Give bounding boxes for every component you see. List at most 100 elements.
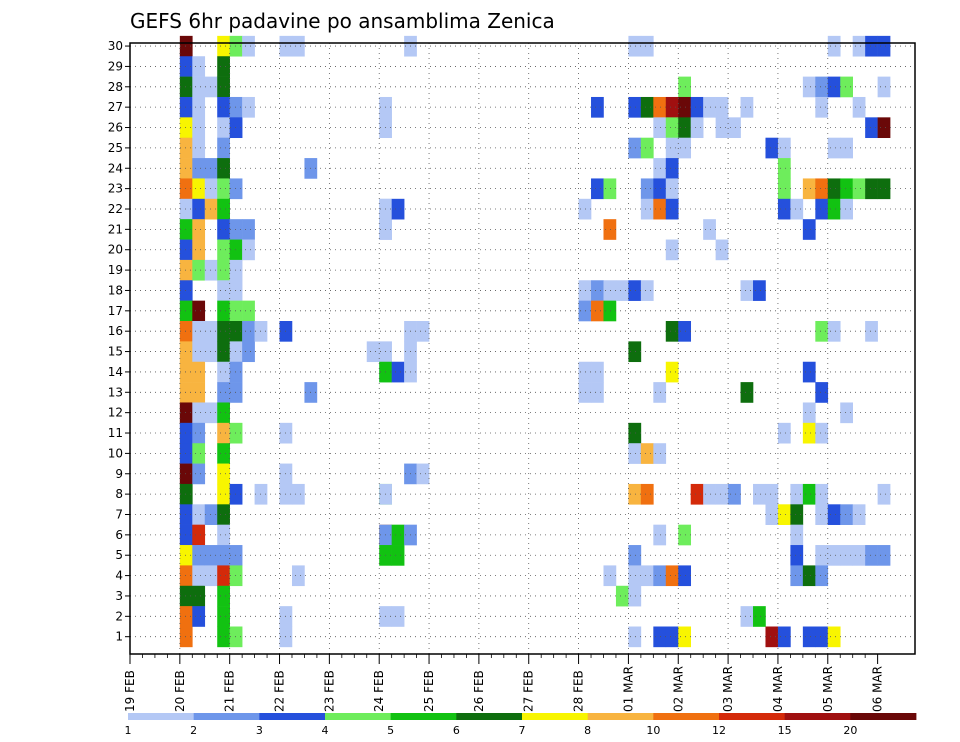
heatmap-cell: [192, 443, 206, 464]
heatmap-cell: [715, 117, 729, 139]
heatmap-cell: [192, 565, 206, 587]
heatmap-cell: [815, 483, 829, 505]
x-tick-label: 20 FEB: [173, 670, 187, 712]
heatmap-cell: [229, 35, 243, 57]
heatmap-cell: [204, 504, 218, 525]
heatmap-cell: [827, 504, 841, 525]
heatmap-cell: [640, 198, 654, 220]
heatmap-cell: [840, 402, 853, 424]
colorbar-swatch: [325, 713, 392, 720]
colorbar: 1 2 3 4 5 6 7 8 10 12 15 20: [125, 713, 917, 737]
heatmap-cell: [204, 565, 218, 587]
heatmap-cell: [728, 117, 741, 139]
heatmap-cell: [229, 565, 243, 587]
heatmap-cell: [640, 178, 654, 200]
heatmap-cell: [603, 178, 617, 200]
heatmap-cell: [242, 300, 255, 322]
heatmap-cell: [840, 504, 853, 525]
heatmap-cell: [229, 382, 243, 403]
heatmap-cell: [665, 158, 679, 179]
heatmap-cell: [229, 422, 243, 444]
heatmap-cell: [192, 341, 206, 363]
heatmap-cell: [852, 96, 866, 118]
heatmap-cell: [192, 219, 206, 240]
heatmap-cell: [777, 626, 791, 648]
colorbar-label: 8: [584, 724, 591, 737]
heatmap-cell: [703, 219, 716, 240]
heatmap-cell: [192, 76, 206, 98]
heatmap-cell: [678, 524, 692, 546]
heatmap-cell: [815, 545, 829, 566]
heatmap-cell: [865, 178, 878, 200]
heatmap-cell: [591, 178, 604, 200]
heatmap-cell: [179, 545, 193, 566]
heatmap-cell: [204, 402, 218, 424]
x-tick-label: 04 MAR: [771, 666, 785, 712]
heatmap-cell: [179, 239, 193, 261]
heatmap-cell: [192, 321, 206, 342]
heatmap-cell: [229, 96, 243, 118]
heatmap-cell: [391, 545, 405, 566]
heatmap-cell: [179, 280, 193, 301]
heatmap-cell: [678, 76, 692, 98]
heatmap-cell: [790, 504, 804, 525]
heatmap-cell: [217, 463, 230, 485]
heatmap-cell: [217, 259, 230, 281]
heatmap-cell: [217, 219, 230, 240]
heatmap-cell: [229, 483, 243, 505]
heatmap-cell: [416, 463, 430, 485]
heatmap-cell: [217, 280, 230, 301]
heatmap-cell: [192, 259, 206, 281]
heatmap-cell: [740, 382, 754, 403]
y-tick-label: 3: [115, 589, 123, 603]
heatmap-cell: [653, 443, 667, 464]
heatmap-cell: [765, 504, 779, 525]
heatmap-cell: [827, 626, 841, 648]
heatmap-cell: [204, 76, 218, 98]
heatmap-cell: [204, 545, 218, 566]
heatmap-cell: [802, 76, 816, 98]
heatmap-cell: [179, 443, 193, 464]
heatmap-cell: [179, 402, 193, 424]
heatmap-cell: [242, 239, 255, 261]
y-tick-label: 14: [108, 365, 123, 379]
heatmap-cell: [192, 422, 206, 444]
heatmap-cell: [802, 565, 816, 587]
heatmap-cell: [665, 626, 679, 648]
heatmap-cell: [715, 483, 729, 505]
x-tick-label: 27 FEB: [522, 670, 536, 712]
heatmap-cell: [802, 178, 816, 200]
y-tick-label: 16: [108, 324, 123, 338]
heatmap-cell: [640, 35, 654, 57]
heatmap-cell: [229, 341, 243, 363]
heatmap-cell: [615, 585, 629, 607]
heatmap-cell: [815, 565, 829, 587]
heatmap-cell: [192, 545, 206, 566]
colorbar-label: 2: [190, 724, 197, 737]
heatmap-cell: [291, 35, 305, 57]
heatmap-cell: [703, 483, 716, 505]
y-tick-label: 24: [108, 161, 123, 175]
heatmap-cell: [827, 321, 841, 342]
heatmap-cell: [179, 524, 193, 546]
heatmap-cell: [217, 545, 230, 566]
heatmap-cell: [217, 382, 230, 403]
heatmap-cell: [653, 117, 667, 139]
heatmap-cell: [802, 361, 816, 383]
heatmap-cell: [391, 524, 405, 546]
x-tick-label: 22 FEB: [273, 670, 287, 712]
heatmap-cell: [827, 198, 841, 220]
chart-title: GEFS 6hr padavine po ansamblima Zenica: [130, 9, 555, 33]
heatmap-cell: [628, 565, 642, 587]
x-axis: 19 FEB 20 FEB 21 FEB 22 FEB 23 FEB 24 FEB 25 F…: [123, 654, 885, 712]
heatmap-cell: [790, 545, 804, 566]
heatmap-cell: [603, 300, 617, 322]
heatmap-cell: [628, 35, 642, 57]
heatmap-cell: [179, 626, 193, 648]
y-tick-label: 29: [108, 59, 123, 73]
y-tick-label: 4: [115, 569, 123, 583]
heatmap-cell: [192, 96, 206, 118]
heatmap-cell: [802, 483, 816, 505]
colorbar-swatch: [719, 713, 786, 720]
